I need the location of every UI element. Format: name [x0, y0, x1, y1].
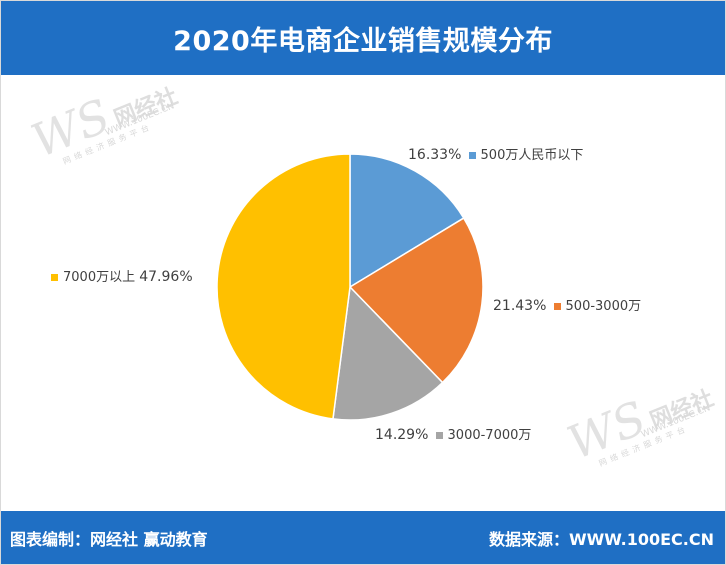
pie-slice-2	[332, 285, 444, 421]
slice-pct-2: 14.29%	[375, 427, 429, 443]
footer-credit: 图表编制：网经社 赢动教育	[10, 529, 208, 549]
slice-category-2: 3000-7000万	[447, 428, 532, 443]
slice-label-2: 14.29% 3000-7000万	[375, 424, 531, 443]
pie-chart	[216, 153, 484, 421]
slice-swatch-0	[468, 151, 476, 159]
slice-swatch-2	[435, 431, 443, 439]
slice-label-3: 7000万以上 47.96%	[48, 266, 193, 285]
pie-slice-1	[348, 217, 484, 384]
slice-category-1: 500-3000万	[565, 299, 642, 314]
footer-bar: 图表编制：网经社 赢动教育 数据来源：WWW.100EC.CN	[1, 511, 725, 564]
slice-swatch-1	[553, 302, 561, 310]
title-bar: 2020年电商企业销售规模分布	[1, 1, 725, 75]
chart-title: 2020年电商企业销售规模分布	[173, 25, 553, 57]
slice-category-3: 7000万以上	[63, 270, 136, 285]
slice-label-1: 21.43% 500-3000万	[493, 295, 641, 314]
pie-slice-0	[349, 153, 465, 289]
slice-pct-0: 16.33%	[408, 147, 462, 163]
pie-slice-3	[216, 153, 351, 420]
slice-pct-1: 21.43%	[493, 298, 547, 314]
slice-swatch-3	[51, 273, 58, 281]
slice-category-0: 500万人民币以下	[480, 148, 584, 163]
slice-pct-3: 47.96%	[139, 269, 193, 285]
footer-source: 数据来源：WWW.100EC.CN	[488, 529, 714, 549]
slice-label-0: 16.33% 500万人民币以下	[408, 144, 583, 163]
